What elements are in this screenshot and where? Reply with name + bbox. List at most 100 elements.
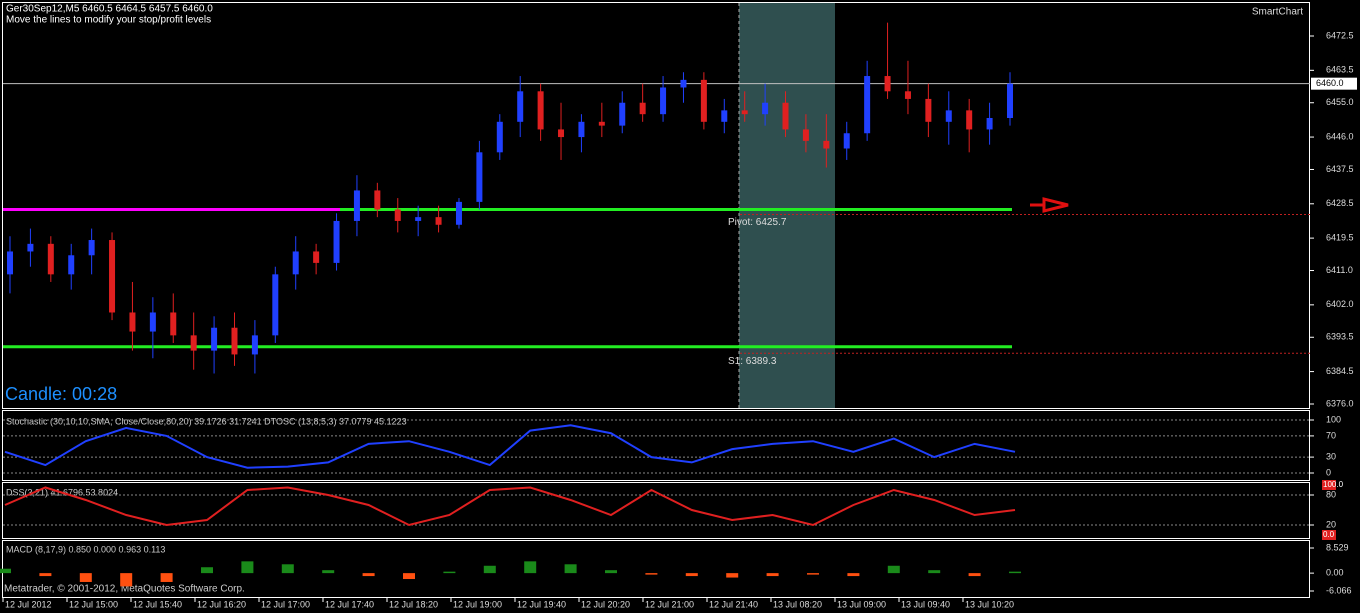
macd-bar xyxy=(281,564,294,574)
candle-body xyxy=(353,190,360,221)
smartchart[interactable]: SmartChart xyxy=(1252,7,1303,18)
pivot-label: Pivot: 6425.7 xyxy=(728,217,787,228)
x-tick-label: 13 Jul 09:00 xyxy=(837,599,886,609)
x-tick-label: 12 Jul 21:40 xyxy=(709,599,758,609)
current-price-label: 6460.0 xyxy=(1316,78,1344,88)
stoch-label: Stochastic (30,10,10,SMA, Close/Close,80… xyxy=(6,416,407,426)
candle-body xyxy=(476,152,483,202)
candle-body xyxy=(904,91,911,99)
candle-body xyxy=(619,102,626,126)
candle-body xyxy=(88,240,95,256)
candle-body xyxy=(782,102,789,130)
x-tick-label: 12 Jul 2012 xyxy=(5,599,52,609)
macd-bar xyxy=(241,561,254,574)
candle-body xyxy=(884,76,891,92)
macd-bar xyxy=(1009,571,1021,574)
candle-body xyxy=(211,327,218,351)
hint: Move the lines to modify your stop/profi… xyxy=(6,15,211,26)
macd-bar xyxy=(443,571,456,574)
macd-bar xyxy=(201,567,213,574)
y-tick-label: 8.529 xyxy=(1326,542,1349,552)
candle-body xyxy=(741,110,748,115)
macd-bar xyxy=(79,573,92,582)
candle-body xyxy=(986,117,993,130)
candle-body xyxy=(558,129,565,138)
candle-body xyxy=(598,121,605,126)
x-tick-label: 12 Jul 19:00 xyxy=(453,599,502,609)
candle-body xyxy=(170,312,177,336)
symbol-line: Ger30Sep12,M5 6460.5 6464.5 6457.5 6460.… xyxy=(6,4,213,15)
current-price-box xyxy=(1311,77,1357,90)
y-tick-label: 100 xyxy=(1326,414,1341,424)
candle-body xyxy=(7,251,13,275)
y-tick-label: 6376.0 xyxy=(1326,398,1354,408)
x-tick-label: 13 Jul 09:40 xyxy=(901,599,950,609)
candle-body xyxy=(333,220,340,263)
y-tick-label: 6384.5 xyxy=(1326,366,1354,376)
y-tick-label: 6446.0 xyxy=(1326,131,1354,141)
macd-bar xyxy=(322,570,335,574)
macd-bar xyxy=(807,573,819,575)
dss-frame xyxy=(2,482,1310,539)
y-tick-label: 0.00 xyxy=(1326,568,1344,578)
candle-body xyxy=(47,243,54,275)
y-tick-label: 6472.5 xyxy=(1326,30,1354,40)
candle-body xyxy=(435,217,442,225)
macd-bar xyxy=(726,573,739,578)
y-tick-label: 6455.0 xyxy=(1326,97,1354,107)
y-tick-label: 30 xyxy=(1326,451,1336,461)
macd-bar xyxy=(928,570,941,574)
candle-body xyxy=(537,91,544,130)
candle-body xyxy=(455,201,462,225)
macd-bar xyxy=(0,568,11,574)
candle-body xyxy=(945,110,952,122)
macd-label: MACD (8,17,9) 0.850 0.000 0.963 0.113 xyxy=(6,544,165,554)
y-tick-label: 6402.0 xyxy=(1326,299,1354,309)
macd-bar xyxy=(847,573,860,577)
x-tick-label: 12 Jul 20:20 xyxy=(581,599,630,609)
y-tick-label: 6428.5 xyxy=(1326,198,1354,208)
candle-body xyxy=(149,312,156,332)
x-tick-label: 12 Jul 17:40 xyxy=(325,599,374,609)
macd-bar xyxy=(524,561,537,574)
candle-body xyxy=(251,335,258,355)
macd-bar xyxy=(483,565,496,574)
y-tick-label: 6393.5 xyxy=(1326,332,1354,342)
indicator-line xyxy=(4,486,1016,527)
macd-bar xyxy=(645,573,658,575)
x-tick-label: 12 Jul 19:40 xyxy=(517,599,566,609)
candle-body xyxy=(272,274,279,336)
x-tick-label: 12 Jul 16:20 xyxy=(197,599,246,609)
x-tick-label: 12 Jul 17:00 xyxy=(261,599,310,609)
candle-body xyxy=(680,79,687,88)
y-tick-label: -6.066 xyxy=(1326,585,1352,595)
macd-bar xyxy=(362,573,375,577)
macd-bar xyxy=(39,573,52,577)
y-tick-label: 6463.5 xyxy=(1326,65,1354,75)
candle-body xyxy=(190,335,197,351)
y-tick-label: 6419.5 xyxy=(1326,232,1354,242)
candle-body xyxy=(1007,83,1013,118)
footer: Metatrader, © 2001-2012, MetaQuotes Soft… xyxy=(4,584,245,595)
candle-body xyxy=(517,91,524,122)
candle-body xyxy=(966,110,973,130)
macd-bar xyxy=(685,573,698,577)
x-tick-label: 13 Jul 10:20 xyxy=(965,599,1014,609)
macd-bar xyxy=(160,573,173,582)
dss-box-label: 100.0 xyxy=(1323,480,1344,489)
candle-body xyxy=(639,102,646,115)
x-tick-label: 12 Jul 18:20 xyxy=(389,599,438,609)
y-tick-label: 70 xyxy=(1326,430,1336,440)
candle-body xyxy=(578,121,585,138)
candle-body xyxy=(496,121,503,153)
s1-label: S1: 6389.3 xyxy=(728,356,777,367)
x-tick-label: 12 Jul 15:40 xyxy=(133,599,182,609)
candle-body xyxy=(374,190,381,210)
candle-body xyxy=(802,129,809,141)
dss-box xyxy=(1322,530,1336,540)
y-tick-label: 6437.5 xyxy=(1326,164,1354,174)
session-highlight xyxy=(739,3,835,408)
macd-bar xyxy=(968,573,981,577)
candle-body xyxy=(721,110,728,122)
dss-box-label: 0.0 xyxy=(1323,530,1335,539)
